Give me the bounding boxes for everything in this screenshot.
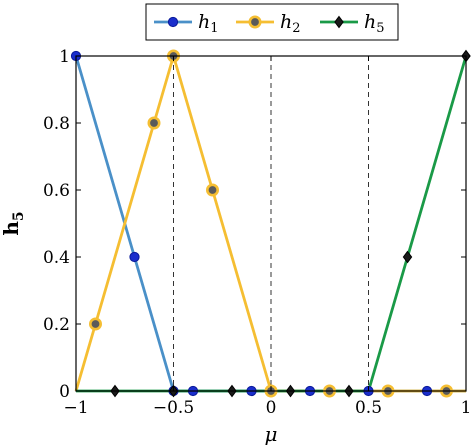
plot-frame (75, 55, 467, 392)
tick-labels: −1 −0.5 0 0.5 1 0 0.2 0.4 0.6 0.8 1 (43, 47, 471, 418)
y-tick-label: 0.2 (43, 315, 70, 335)
legend-marker-2 (248, 15, 262, 29)
y-axis-label-subscript: 5 (11, 211, 27, 221)
series-line-1 (74, 55, 466, 393)
legend-marker-3 (334, 15, 344, 29)
legend-label-subscript: 2 (292, 21, 300, 36)
x-axis-label: μ (265, 422, 278, 446)
legend-label-2: h2 (280, 11, 301, 36)
y-tick-label: 0.4 (43, 248, 70, 268)
legend-label-main: h (364, 11, 376, 33)
y-tick-label: 0.6 (43, 181, 70, 201)
series-2-point (147, 116, 161, 130)
series-2-point (89, 317, 103, 331)
y-axis-label-main: h (0, 221, 23, 236)
legend-label-1: h1 (198, 11, 219, 36)
x-tick-label: 0 (266, 398, 277, 418)
series-3-point (402, 250, 413, 264)
axis-ticks (75, 55, 467, 392)
series-line-3 (76, 55, 468, 393)
x-tick-label: −1 (63, 398, 88, 418)
y-tick-label: 0.8 (43, 114, 70, 134)
series-1-point (129, 251, 140, 263)
legend-label-subscript: 5 (376, 21, 384, 36)
series-line-2 (74, 50, 466, 393)
legend-label-3: h5 (364, 11, 385, 36)
y-tick-label: 1 (59, 47, 70, 67)
x-tick-label: 0.5 (355, 398, 382, 418)
x-tick-label: 1 (461, 398, 472, 418)
x-tick-label: −0.5 (153, 398, 194, 418)
legend-label-subscript: 1 (210, 21, 218, 36)
legend: h1 h2 h5 (145, 3, 399, 41)
y-axis-label: h5 (0, 211, 27, 235)
legend-marker-1 (167, 16, 179, 28)
series-2-point (206, 183, 220, 197)
legend-label-main: h (280, 11, 292, 33)
legend-label-main: h (198, 11, 210, 33)
y-tick-label: 0 (59, 382, 70, 402)
series-lines (74, 50, 468, 393)
reference-lines (173, 56, 369, 391)
